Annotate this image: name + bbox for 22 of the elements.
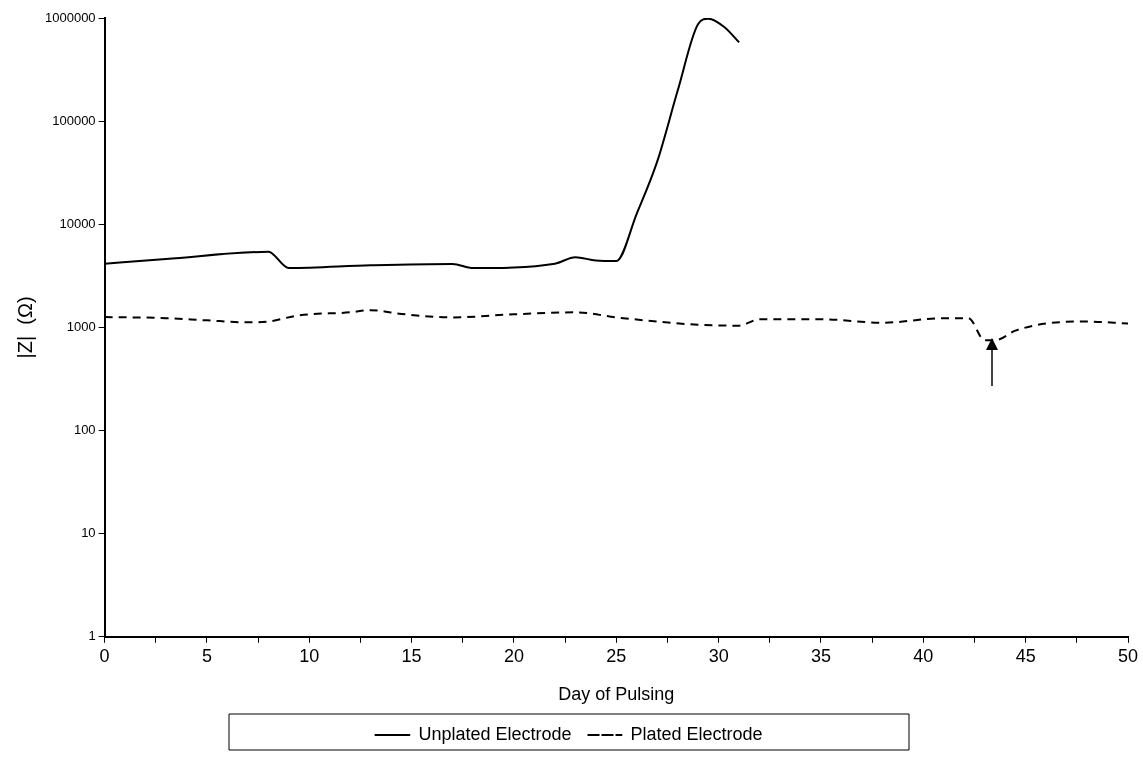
y-tick-label: 100 xyxy=(73,422,96,438)
y-tick-label: 10 xyxy=(81,525,96,541)
x-tick-label: 40 xyxy=(913,645,934,666)
x-tick-label: 15 xyxy=(401,645,422,666)
x-tick-label: 0 xyxy=(99,645,110,666)
legend-label: Plated Electrode xyxy=(630,723,763,744)
x-tick-label: 20 xyxy=(503,645,524,666)
y-tick-label: 1000000 xyxy=(44,9,96,25)
x-axis-title: Day of Pulsing xyxy=(558,684,675,705)
y-tick-label: 1 xyxy=(88,628,96,644)
x-tick-label: 50 xyxy=(1117,645,1139,666)
x-tick-label: 10 xyxy=(299,645,320,666)
y-tick-label: 1000 xyxy=(66,318,96,334)
y-tick-label: 100000 xyxy=(52,112,96,128)
x-tick-label: 30 xyxy=(708,645,729,666)
y-tick-label: 10000 xyxy=(59,215,96,231)
legend-label: Unplated Electrode xyxy=(418,723,572,744)
x-tick-label: 5 xyxy=(201,645,212,666)
x-tick-label: 35 xyxy=(810,645,831,666)
x-tick-label: 45 xyxy=(1015,645,1036,666)
y-axis-title: |Z| (Ω) xyxy=(13,296,36,359)
x-tick-label: 25 xyxy=(606,645,627,666)
